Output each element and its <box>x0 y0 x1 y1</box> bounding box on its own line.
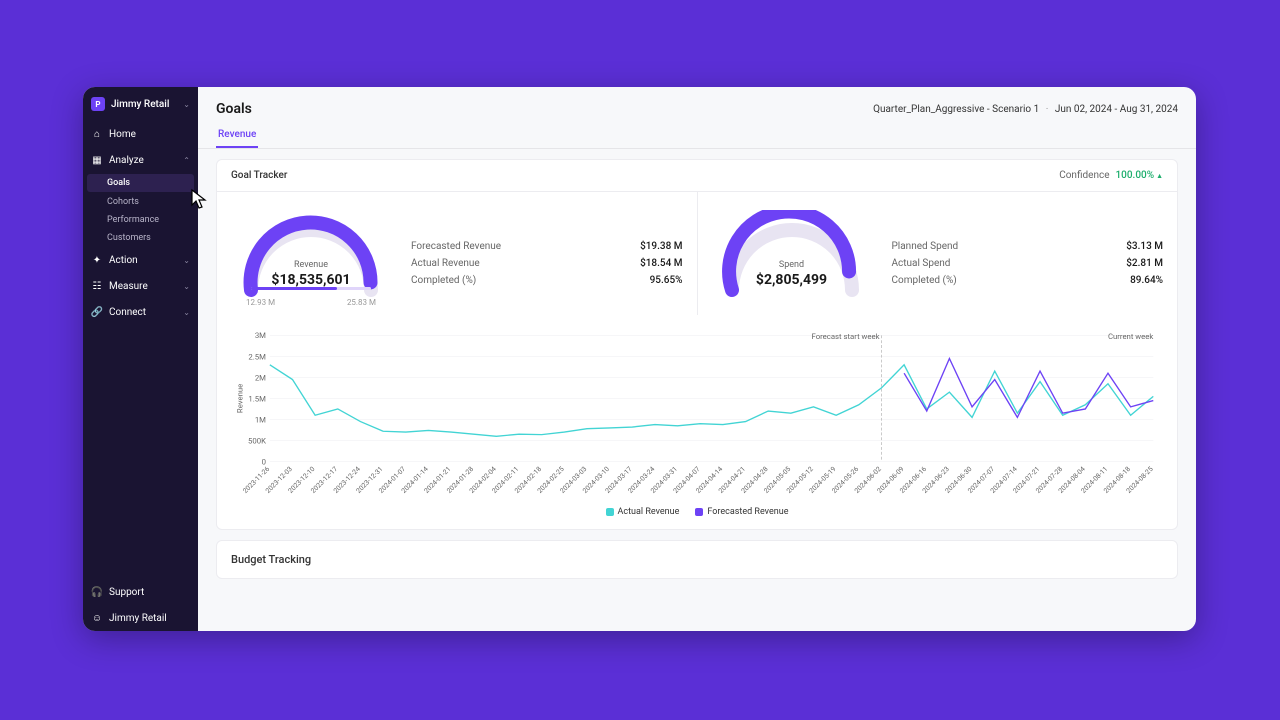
nav-home[interactable]: ⌂ Home <box>83 121 198 147</box>
metric-label: Completed (%) <box>892 275 1131 286</box>
trend-up-icon: ▲ <box>1156 172 1163 180</box>
scenario-info: Quarter_Plan_Aggressive - Scenario 1 · J… <box>873 104 1178 115</box>
legend-forecast: Forecasted Revenue <box>695 507 788 517</box>
metric-value: $2.81 M <box>1126 258 1163 269</box>
nav-sub-performance[interactable]: Performance <box>83 211 198 229</box>
chevron-up-icon: ⌃ <box>183 156 190 165</box>
card-header: Goal Tracker Confidence 100.00% ▲ <box>217 160 1177 192</box>
spend-metrics: Planned Spend$3.13 M Actual Spend$2.81 M C… <box>892 210 1164 307</box>
date-range: Jun 02, 2024 - Aug 31, 2024 <box>1055 104 1178 115</box>
chart-legend: Actual Revenue Forecasted Revenue <box>231 507 1163 517</box>
tab-revenue[interactable]: Revenue <box>216 123 258 148</box>
card-title: Goal Tracker <box>231 170 287 181</box>
scenario-name: Quarter_Plan_Aggressive - Scenario 1 <box>873 104 1039 115</box>
brand-selector[interactable]: P Jimmy Retail ⌄ <box>83 87 198 121</box>
nav-measure[interactable]: ☷ Measure ⌄ <box>83 273 198 299</box>
metric-value: $19.38 M <box>640 241 682 252</box>
nav-support[interactable]: 🎧 Support <box>83 579 198 605</box>
separator: · <box>1046 104 1049 115</box>
revenue-metrics: Forecasted Revenue$19.38 MActual Revenue… <box>411 210 683 307</box>
metric-value: $3.13 M <box>1126 241 1163 252</box>
nav-label: Connect <box>109 307 177 318</box>
nav-action[interactable]: ✦ Action ⌄ <box>83 247 198 273</box>
metric-value: 89.64% <box>1130 275 1163 286</box>
metric-value: 95.65% <box>650 275 683 286</box>
gauge-label: Revenue <box>294 260 328 270</box>
gauge-value: $2,805,499 <box>756 272 827 288</box>
metric-value: $18.54 M <box>640 258 682 269</box>
page-title: Goals <box>216 101 252 117</box>
tabs: Revenue <box>198 123 1196 149</box>
svg-text:500K: 500K <box>248 436 266 445</box>
main-content: Goals Quarter_Plan_Aggressive - Scenario… <box>198 87 1196 631</box>
chevron-down-icon: ⌄ <box>183 256 190 265</box>
gauge-value: $18,535,601 <box>271 272 350 288</box>
svg-text:1.5M: 1.5M <box>248 394 266 403</box>
gauge-label: Spend <box>779 260 804 270</box>
chevron-down-icon: ⌄ <box>183 100 190 109</box>
gauge-min: 12.93 M <box>246 298 275 307</box>
legend-actual: Actual Revenue <box>606 507 680 517</box>
metric-label: Forecasted Revenue <box>411 241 640 252</box>
gauge-revenue: Revenue $18,535,601 12.93 M 25.83 M Fore… <box>217 192 698 315</box>
analyze-icon: ▦ <box>91 154 103 166</box>
svg-text:Forecast start week: Forecast start week <box>812 332 880 341</box>
metric-label: Completed (%) <box>411 275 650 286</box>
nav-user[interactable]: ☺ Jimmy Retail <box>83 605 198 631</box>
svg-text:Revenue: Revenue <box>236 384 245 413</box>
nav-analyze[interactable]: ▦ Analyze ⌃ <box>83 147 198 173</box>
chevron-down-icon: ⌄ <box>183 282 190 291</box>
goal-tracker-card: Goal Tracker Confidence 100.00% ▲ Revenu… <box>216 159 1178 530</box>
nav-label: Analyze <box>109 155 177 166</box>
brand-logo: P <box>91 97 105 111</box>
nav-sub-goals[interactable]: Goals <box>87 174 194 192</box>
revenue-chart: 3M2.5M2M1.5M1M500K0Revenue2023-11-262023… <box>217 315 1177 529</box>
support-icon: 🎧 <box>91 586 103 598</box>
nav-label: Action <box>109 255 177 266</box>
sidebar: P Jimmy Retail ⌄ ⌂ Home ▦ Analyze ⌃ Goal… <box>83 87 198 631</box>
svg-text:2M: 2M <box>255 373 266 382</box>
page-header: Goals Quarter_Plan_Aggressive - Scenario… <box>198 87 1196 123</box>
nav-sub-customers[interactable]: Customers <box>83 229 198 247</box>
metric-label: Actual Spend <box>892 258 1127 269</box>
svg-text:1M: 1M <box>255 415 266 424</box>
confidence-label: Confidence <box>1059 170 1109 181</box>
gauges-row: Revenue $18,535,601 12.93 M 25.83 M Fore… <box>217 192 1177 315</box>
metric-label: Planned Spend <box>892 241 1127 252</box>
budget-title: Budget Tracking <box>231 553 311 566</box>
chevron-down-icon: ⌄ <box>183 308 190 317</box>
nav-label: Support <box>109 587 190 598</box>
gauge-progress-bar <box>251 287 371 290</box>
connect-icon: 🔗 <box>91 306 103 318</box>
svg-text:Current week: Current week <box>1108 332 1153 341</box>
home-icon: ⌂ <box>91 128 103 140</box>
budget-tracking-card: Budget Tracking <box>216 540 1178 579</box>
nav-label: Home <box>109 129 190 140</box>
action-icon: ✦ <box>91 254 103 266</box>
svg-text:2.5M: 2.5M <box>248 352 266 361</box>
nav-label: Jimmy Retail <box>109 613 190 624</box>
app-window: P Jimmy Retail ⌄ ⌂ Home ▦ Analyze ⌃ Goal… <box>83 87 1196 631</box>
gauge-spend: Spend $2,805,499 .. Planned Spend$3.13 M… <box>698 192 1178 315</box>
metric-label: Actual Revenue <box>411 258 640 269</box>
user-icon: ☺ <box>91 612 103 624</box>
svg-text:3M: 3M <box>255 331 266 340</box>
gauge-max: 25.83 M <box>347 298 376 307</box>
nav-sub-cohorts[interactable]: Cohorts <box>83 193 198 211</box>
brand-name: Jimmy Retail <box>111 99 177 110</box>
nav-label: Measure <box>109 281 177 292</box>
nav-connect[interactable]: 🔗 Connect ⌄ <box>83 299 198 325</box>
measure-icon: ☷ <box>91 280 103 292</box>
confidence-value: 100.00% <box>1116 170 1155 181</box>
